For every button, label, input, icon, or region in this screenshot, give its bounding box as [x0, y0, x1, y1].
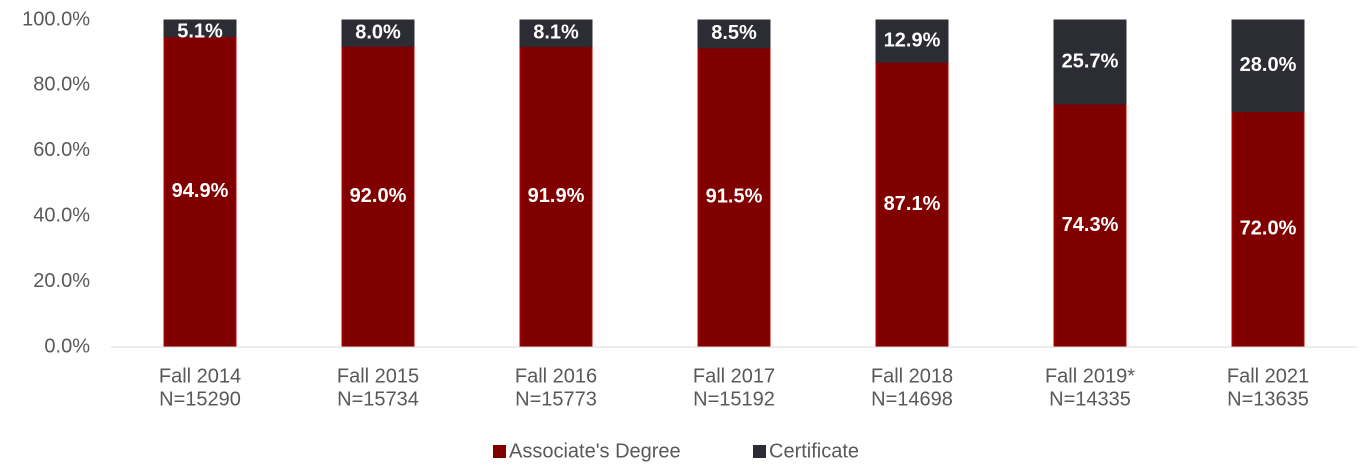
- x-tick-label: N=14698: [871, 388, 953, 410]
- x-tick-label: Fall 2017: [693, 365, 775, 387]
- bar-segment: [163, 36, 237, 348]
- bar-segment: [1231, 19, 1305, 113]
- bar-segment: [163, 19, 237, 38]
- bar-segment: [1231, 111, 1305, 348]
- bar-segment: [519, 19, 593, 47]
- x-tick-label: N=13635: [1227, 388, 1309, 410]
- bar-segment: [875, 19, 949, 63]
- y-tick-label: 60.0%: [33, 139, 90, 161]
- data-label: 8.5%: [711, 22, 757, 44]
- legend-label: Associate's Degree: [509, 440, 681, 462]
- data-label: 94.9%: [172, 180, 229, 202]
- y-tick-label: 20.0%: [33, 270, 90, 292]
- x-tick-label: N=15192: [693, 388, 775, 410]
- data-label: 5.1%: [177, 20, 223, 42]
- legend-swatch: [493, 445, 506, 458]
- legend-label: Certificate: [769, 440, 859, 462]
- data-label: 91.9%: [528, 185, 585, 207]
- x-tick-label: Fall 2015: [337, 365, 419, 387]
- bar-segment: [875, 61, 949, 348]
- bar-segment: [519, 45, 593, 348]
- x-tick-label: Fall 2014: [159, 365, 241, 387]
- x-tick-label: N=15773: [515, 388, 597, 410]
- y-tick-label: 80.0%: [33, 74, 90, 96]
- y-tick-label: 0.0%: [44, 335, 90, 357]
- data-label: 8.0%: [355, 21, 401, 43]
- x-tick-label: N=14335: [1049, 388, 1131, 410]
- x-tick-label: N=15290: [159, 388, 241, 410]
- x-tick-label: N=15734: [337, 388, 419, 410]
- data-label: 91.5%: [706, 186, 763, 208]
- bar-segment: [1053, 19, 1127, 105]
- data-label: 72.0%: [1240, 218, 1297, 240]
- y-tick-label: 40.0%: [33, 204, 90, 226]
- bar-segment: [697, 19, 771, 49]
- x-tick-label: Fall 2019*: [1045, 365, 1135, 387]
- bar-segment: [341, 19, 415, 47]
- x-tick-label: Fall 2021: [1227, 365, 1309, 387]
- data-label: 87.1%: [884, 193, 941, 215]
- data-label: 28.0%: [1240, 54, 1297, 76]
- x-tick-label: Fall 2018: [871, 365, 953, 387]
- data-label: 12.9%: [884, 29, 941, 51]
- data-label: 8.1%: [533, 22, 579, 44]
- data-label: 92.0%: [350, 185, 407, 207]
- bar-segment: [1053, 103, 1127, 348]
- legend-swatch: [753, 445, 766, 458]
- y-tick-label: 100.0%: [22, 8, 90, 30]
- data-label: 25.7%: [1062, 50, 1119, 72]
- x-tick-label: Fall 2016: [515, 365, 597, 387]
- data-label: 74.3%: [1062, 214, 1119, 236]
